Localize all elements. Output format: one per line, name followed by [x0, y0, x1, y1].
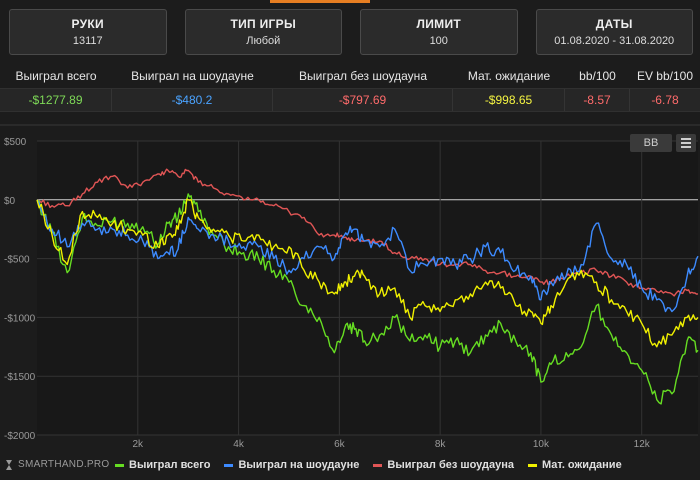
filter-hands[interactable]: РУКИ 13117	[9, 9, 167, 55]
legend-swatch-2	[373, 463, 383, 467]
x-tick-label: 12k	[634, 439, 651, 450]
plot-area	[37, 141, 698, 435]
y-tick-label: $0	[4, 196, 16, 207]
stats-table: Выиграл всего Выиграл на шоудауне Выигра…	[0, 64, 700, 112]
filter-limit[interactable]: ЛИМИТ 100	[360, 9, 518, 55]
filter-limit-title: ЛИМИТ	[416, 17, 461, 31]
filter-game-type-title: ТИП ИГРЫ	[230, 17, 296, 31]
legend-label-1: Выиграл на шоудауне	[238, 459, 360, 471]
chart-legend: Выиграл всего Выиграл на шоудауне Выиграл …	[115, 459, 622, 471]
stat-value-non-showdown: -$797.69	[273, 89, 453, 111]
profit-chart-svg[interactable]: $500 $0 -$500 -$1000 -$1500 -$2000 2k 4k 6k 8k 10k…	[0, 130, 700, 480]
active-tab-indicator	[270, 0, 370, 3]
series-line-3	[36, 198, 699, 348]
stat-label-ev: Мат. ожидание	[467, 69, 551, 83]
hamburger-menu-icon[interactable]	[676, 134, 696, 152]
bb-units-button[interactable]: BB	[630, 134, 672, 152]
filter-limit-value: 100	[429, 35, 448, 47]
stat-label-ev-bb100: EV bb/100	[636, 69, 694, 83]
stats-value-row: -$1277.89 -$480.2 -$797.69 -$998.65 -8.5…	[0, 88, 700, 112]
stat-value-bb100: -8.57	[565, 89, 630, 111]
brand-logo-icon	[6, 459, 12, 470]
legend-item-1[interactable]: Выиграл на шоудауне	[224, 459, 359, 471]
legend-swatch-0	[115, 463, 124, 467]
chart-grid	[37, 140, 698, 436]
brand-logo: SMARTHAND.PRO	[4, 459, 110, 470]
legend-label-0: Выиграл всего	[129, 459, 211, 471]
profit-chart[interactable]: $500 $0 -$500 -$1000 -$1500 -$2000 2k 4k 6k 8k 10k…	[0, 130, 700, 480]
stat-value-showdown: -$480.2	[112, 89, 273, 111]
filter-dates[interactable]: ДАТЫ 01.08.2020 - 31.08.2020	[535, 9, 693, 55]
brand-text: SMARTHAND.PRO	[18, 459, 110, 470]
legend-item-2[interactable]: Выиграл без шоудауна	[373, 459, 514, 471]
series-line-0	[36, 193, 699, 405]
stat-label-non-showdown: Выиграл без шоудауна	[299, 69, 427, 83]
chart-series	[36, 168, 699, 405]
legend-item-0[interactable]: Выиграл всего	[115, 459, 210, 471]
y-tick-label: $500	[4, 137, 27, 148]
section-divider	[0, 124, 700, 126]
x-tick-label: 6k	[334, 439, 346, 450]
stat-label-total: Выиграл всего	[15, 69, 97, 83]
series-line-1	[36, 199, 699, 313]
y-tick-label: -$1000	[4, 313, 36, 324]
legend-swatch-3	[527, 463, 537, 467]
legend-item-3[interactable]: Мат. ожидание	[527, 459, 622, 471]
stat-value-ev: -$998.65	[453, 89, 565, 111]
filter-dates-title: ДАТЫ	[595, 17, 633, 31]
filter-game-type-value: Любой	[246, 35, 281, 47]
y-tick-label: -$500	[4, 255, 30, 266]
stat-label-showdown: Выиграл на шоудауне	[131, 69, 254, 83]
stats-header-row: Выиграл всего Выиграл на шоудауне Выигра…	[0, 64, 700, 88]
y-tick-label: -$1500	[4, 372, 36, 383]
x-tick-label: 8k	[435, 439, 447, 450]
filter-game-type[interactable]: ТИП ИГРЫ Любой	[184, 9, 342, 55]
x-tick-label: 4k	[233, 439, 245, 450]
filter-bar: РУКИ 13117 ТИП ИГРЫ Любой ЛИМИТ 100 ДАТЫ…	[9, 9, 693, 55]
stat-value-ev-bb100: -6.78	[651, 93, 679, 107]
x-tick-label: 10k	[533, 439, 550, 450]
legend-label-2: Выиграл без шоудауна	[387, 459, 514, 471]
stat-label-bb100: bb/100	[579, 69, 616, 83]
filter-hands-value: 13117	[72, 35, 103, 47]
filter-dates-value: 01.08.2020 - 31.08.2020	[554, 35, 675, 47]
filter-hands-title: РУКИ	[71, 17, 104, 31]
y-tick-label: -$2000	[4, 431, 36, 442]
stat-value-total: -$1277.89	[0, 89, 112, 111]
x-tick-label: 2k	[133, 439, 145, 450]
legend-label-3: Мат. ожидание	[541, 459, 622, 471]
legend-swatch-1	[224, 463, 234, 467]
chart-axes: $500 $0 -$500 -$1000 -$1500 -$2000 2k 4k 6k 8k 10k…	[4, 137, 651, 450]
